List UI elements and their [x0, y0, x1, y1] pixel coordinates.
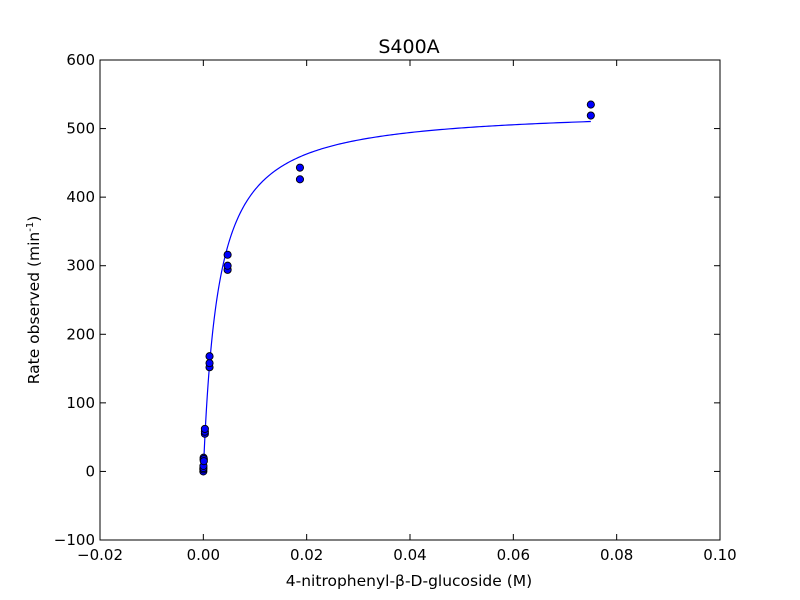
data-point	[200, 424, 209, 433]
x-tick-label: 0.06	[497, 546, 530, 564]
x-tick-label: 0.08	[600, 546, 633, 564]
ticks: −0.02 0.00 0.02 0.04 0.06 0.08 0.10 −100 0 100 200…	[54, 51, 737, 564]
y-tick-label: 200	[66, 325, 95, 343]
y-axis-label: Rate observed (min-1)	[25, 216, 43, 385]
x-axis-label: 4-nitrophenyl-β-D-glucoside (M)	[286, 572, 532, 590]
y-axis-label-end: )	[25, 216, 43, 222]
y-tick-label: 300	[66, 257, 95, 275]
data-point	[205, 352, 214, 361]
data-point	[223, 261, 232, 270]
x-tick-label: 0.02	[290, 546, 323, 564]
y-tick-label: 600	[66, 51, 95, 69]
x-tick-label: −0.02	[77, 546, 123, 564]
y-tick-label: 100	[66, 394, 95, 412]
y-tick-label: 400	[66, 188, 95, 206]
y-tick-label: 500	[66, 120, 95, 138]
x-tick-label: 0.10	[703, 546, 736, 564]
y-tick-label: −100	[54, 531, 95, 549]
x-tick-label: 0.00	[187, 546, 220, 564]
data-point	[205, 359, 214, 368]
data-point	[223, 250, 232, 259]
y-axis-label-main: Rate observed (min	[25, 232, 43, 385]
fit-curve	[202, 120, 591, 472]
y-axis-label-sup: -1	[25, 222, 36, 232]
data-point	[295, 163, 305, 172]
chart-title: S400A	[378, 36, 439, 58]
y-tick-label: 0	[85, 462, 95, 480]
data-point	[295, 175, 305, 184]
plot-area	[199, 100, 595, 476]
data-point	[586, 100, 595, 109]
data-point	[586, 111, 595, 120]
x-tick-label: 0.04	[393, 546, 426, 564]
data-point	[199, 457, 208, 466]
